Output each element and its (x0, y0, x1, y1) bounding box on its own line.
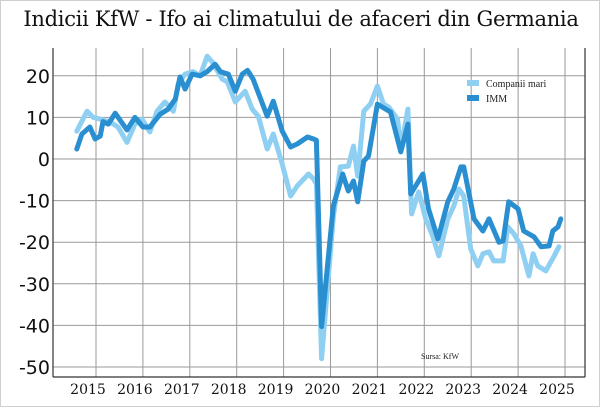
x-tick-label: 2020 (305, 382, 341, 398)
x-tick-label: 2017 (164, 382, 200, 398)
x-tick-label: 2019 (258, 382, 294, 398)
legend-swatch-companii-mari (467, 80, 479, 86)
x-tick-label: 2016 (117, 382, 153, 398)
y-tick-label: 10 (26, 107, 50, 129)
legend-label-imm: IMM (486, 94, 507, 105)
source-note: Sursa: KfW (421, 352, 459, 361)
chart-title: Indicii KfW - Ifo ai climatului de aface… (23, 7, 579, 31)
x-tick-label: 2023 (445, 382, 481, 398)
y-tick-label: -40 (19, 315, 50, 337)
x-tick-label: 2015 (70, 382, 106, 398)
x-tick-label: 2021 (352, 382, 388, 398)
legend: Companii mari IMM (467, 79, 546, 105)
y-tick-label: -50 (19, 357, 50, 379)
legend-swatch-imm (467, 95, 479, 101)
y-tick-label: -30 (19, 274, 50, 296)
y-tick-label: -20 (19, 232, 50, 254)
legend-label-companii-mari: Companii mari (486, 79, 546, 90)
x-tick-label: 2018 (211, 382, 247, 398)
series-group (74, 53, 564, 362)
y-tick-label: 0 (38, 149, 50, 171)
y-tick-label: 20 (26, 66, 50, 88)
y-tick-label: -10 (19, 191, 50, 213)
series-line-imm (74, 61, 564, 330)
axes: 2015 2016 2017 2018 2019 2020 2021 2022 2023 2024… (19, 48, 586, 398)
x-tick-label: 2025 (539, 382, 575, 398)
x-tick-label: 2022 (398, 382, 434, 398)
x-tick-label: 2024 (492, 382, 528, 398)
